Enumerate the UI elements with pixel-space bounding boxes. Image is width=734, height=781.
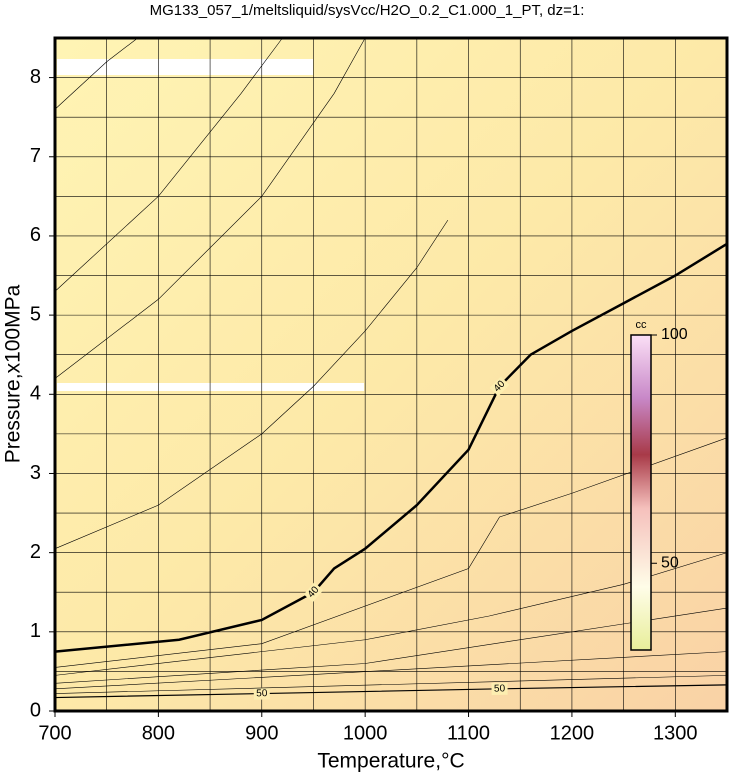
contour-label-bg xyxy=(303,582,324,603)
colorbar-tick-label: 100 xyxy=(661,326,688,343)
contour-line xyxy=(54,37,283,292)
y-tick-label: 4 xyxy=(30,383,41,405)
colorbar xyxy=(630,334,652,651)
y-tick-label: 7 xyxy=(30,145,41,167)
contour-line xyxy=(54,552,728,676)
colorbar-label: cc xyxy=(636,319,648,331)
contour-line xyxy=(54,651,728,690)
contour-line xyxy=(54,37,138,110)
no-data-band xyxy=(57,383,364,391)
x-tick-label: 1300 xyxy=(653,722,698,744)
y-axis-title: Pressure,x100MPa xyxy=(2,284,25,463)
contour-line xyxy=(54,242,728,653)
y-tick-label: 3 xyxy=(30,462,41,484)
y-tick-label: 5 xyxy=(30,303,41,325)
plot-frame xyxy=(53,36,729,713)
x-tick-label: 700 xyxy=(38,722,71,744)
x-tick-label: 900 xyxy=(245,722,278,744)
plot-background xyxy=(55,38,727,711)
contour-label-bg xyxy=(489,376,510,397)
y-tick-label: 6 xyxy=(30,224,41,246)
x-tick-label: 800 xyxy=(142,722,175,744)
contour-line xyxy=(54,37,366,379)
chart-title: MG133_057_1/meltsliquid/sysVcc/H2O_0.2_C… xyxy=(150,2,585,19)
contour-line xyxy=(54,675,728,694)
no-data-band xyxy=(57,59,313,75)
contour-line xyxy=(54,684,728,699)
y-tick-label: 0 xyxy=(30,699,41,721)
y-tick-label: 1 xyxy=(30,620,41,642)
contour-label-bg xyxy=(491,682,508,695)
x-tick-label: 1200 xyxy=(550,722,595,744)
contour-label: 50 xyxy=(494,683,506,694)
x-tick-label: 1100 xyxy=(447,722,490,744)
y-tick-label: 8 xyxy=(30,66,41,88)
contour-line xyxy=(54,437,728,668)
contour-label-bg xyxy=(253,687,270,700)
colorbar-tick-label: 50 xyxy=(661,554,679,571)
contour-line xyxy=(54,219,449,549)
contour-line xyxy=(54,607,728,684)
x-axis-title: Temperature,°C xyxy=(317,750,464,773)
x-tick-label: 1000 xyxy=(343,722,388,744)
contour-label: 50 xyxy=(256,688,268,699)
y-tick-label: 2 xyxy=(30,541,41,563)
